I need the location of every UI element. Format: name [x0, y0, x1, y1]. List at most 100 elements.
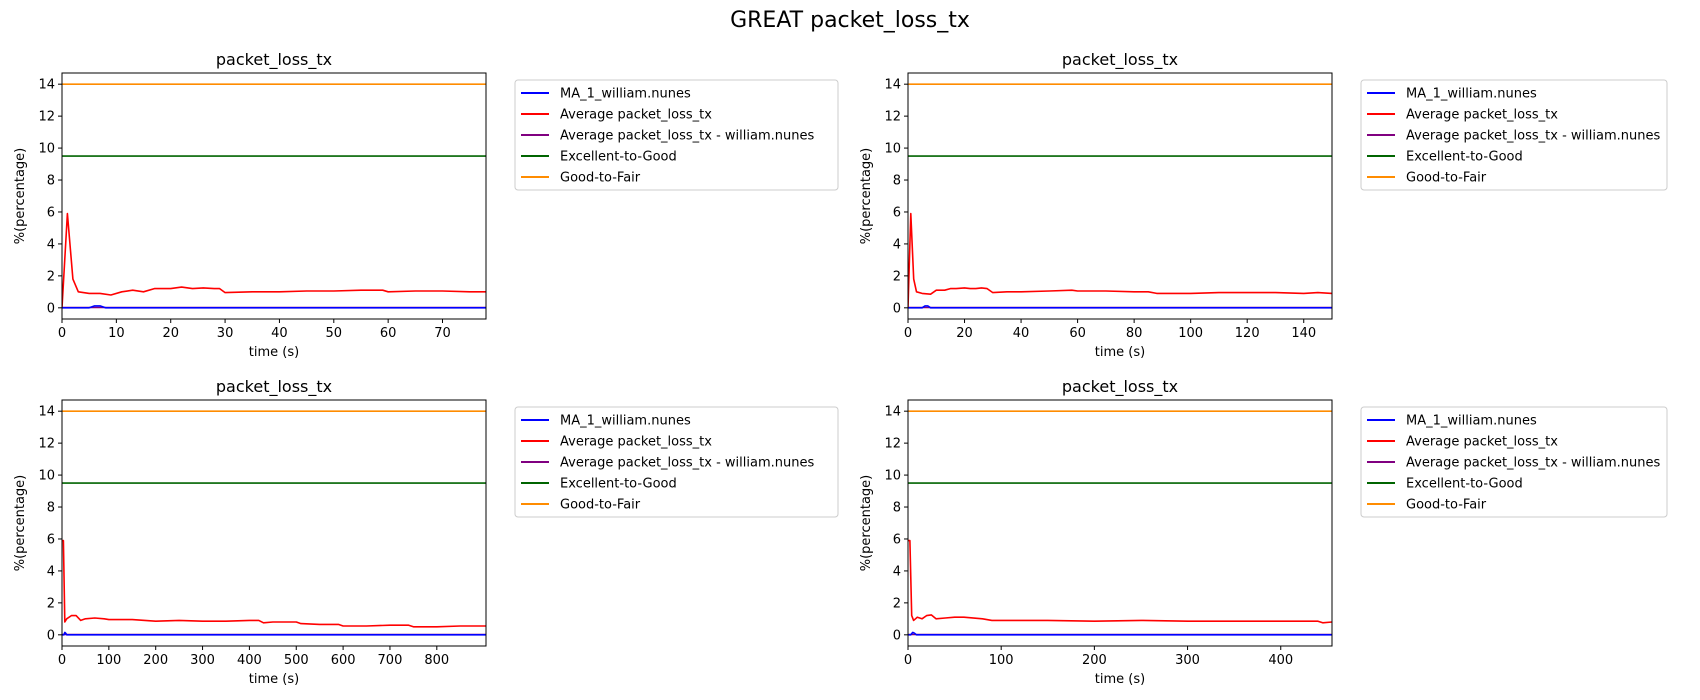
x-tick-label: 60	[1069, 326, 1086, 341]
x-tick-label: 0	[904, 326, 912, 341]
y-tick-label: 8	[893, 501, 901, 516]
legend-box	[514, 406, 839, 518]
legend-label: Good-to-Fair	[1406, 171, 1487, 186]
legend-label: Good-to-Fair	[560, 171, 641, 186]
x-tick-label: 0	[904, 653, 912, 668]
series-line-ma-1-william-nunes	[62, 631, 486, 636]
x-tick-label: 10	[108, 326, 125, 341]
x-tick-label: 500	[284, 653, 309, 668]
y-tick-label: 10	[38, 469, 55, 484]
legend-label: MA_1_william.nunes	[1406, 87, 1537, 102]
series-line-ma-1-william-nunes	[908, 305, 1332, 309]
subplot-title: packet_loss_tx	[216, 377, 332, 397]
legend: MA_1_william.nunes Average packet_loss_tx…	[1360, 406, 1668, 518]
plot-area	[62, 400, 486, 646]
legend-label: MA_1_william.nunes	[560, 414, 691, 429]
y-tick-label: 10	[38, 142, 55, 157]
series-line-ma-1-william-nunes	[908, 631, 1332, 636]
legend-label: Good-to-Fair	[560, 498, 641, 513]
axes-frame	[907, 72, 1333, 320]
legend-label: MA_1_william.nunes	[560, 87, 691, 102]
y-tick-label: 8	[893, 174, 901, 189]
legend: MA_1_william.nunes Average packet_loss_tx…	[1360, 79, 1668, 191]
chart-panel: 0 20 40 60 80 100 120 140 0 2 4 6 8 10 12 14 packet_loss…	[859, 50, 1668, 360]
legend-box	[1360, 406, 1668, 518]
y-tick-label: 10	[884, 469, 901, 484]
y-tick-label: 6	[893, 532, 901, 547]
axes-frame	[61, 399, 487, 647]
axes-frame	[61, 72, 487, 320]
y-tick-label: 8	[47, 174, 55, 189]
y-tick-label: 8	[47, 501, 55, 516]
x-tick-label: 0	[58, 653, 66, 668]
plot-area	[62, 73, 486, 319]
x-tick-label: 20	[956, 326, 973, 341]
x-tick-label: 120	[1235, 326, 1260, 341]
x-tick-label: 50	[326, 326, 343, 341]
y-tick-label: 0	[47, 301, 55, 316]
legend-label: Average packet_loss_tx - william.nunes	[1406, 129, 1660, 144]
x-tick-label: 100	[989, 653, 1014, 668]
y-tick-label: 2	[893, 269, 901, 284]
legend-label: Excellent-to-Good	[560, 150, 677, 165]
y-tick-label: 12	[38, 437, 55, 452]
y-axis-label: %(percentage)	[859, 475, 874, 572]
legend-label: Average packet_loss_tx	[560, 435, 712, 450]
x-tick-label: 600	[331, 653, 356, 668]
chart-panel: 0 100 200 300 400 500 600 700 800 0 2 4 6 8 10 12 14 pack…	[13, 377, 839, 687]
y-tick-label: 4	[47, 564, 55, 579]
y-tick-label: 2	[47, 596, 55, 611]
x-tick-label: 100	[1178, 326, 1203, 341]
y-tick-label: 2	[47, 269, 55, 284]
x-tick-label: 200	[143, 653, 168, 668]
legend-box	[514, 79, 839, 191]
axes-frame	[907, 399, 1333, 647]
y-axis-label: %(percentage)	[13, 475, 28, 572]
x-tick-label: 30	[217, 326, 234, 341]
y-tick-label: 4	[47, 237, 55, 252]
legend-label: Average packet_loss_tx - william.nunes	[560, 456, 814, 471]
y-axis-label: %(percentage)	[859, 148, 874, 245]
y-tick-label: 4	[893, 237, 901, 252]
subplot-title: packet_loss_tx	[216, 50, 332, 70]
figure-title: GREAT packet_loss_tx	[730, 8, 970, 33]
x-tick-label: 40	[1013, 326, 1030, 341]
chart-panel: 0 100 200 300 400 0 2 4 6 8 10 12 14 packet_loss_txti…	[859, 377, 1668, 687]
x-tick-label: 100	[96, 653, 121, 668]
y-tick-label: 10	[884, 142, 901, 157]
legend-label: Average packet_loss_tx	[1406, 435, 1558, 450]
legend: MA_1_william.nunes Average packet_loss_tx…	[514, 79, 839, 191]
legend-label: Excellent-to-Good	[1406, 477, 1523, 492]
x-tick-label: 60	[380, 326, 397, 341]
plot-area	[908, 73, 1332, 319]
y-tick-label: 14	[38, 405, 55, 420]
legend-label: Average packet_loss_tx	[1406, 108, 1558, 123]
y-tick-label: 0	[47, 628, 55, 643]
legend-label: Average packet_loss_tx	[560, 108, 712, 123]
x-tick-label: 400	[1268, 653, 1293, 668]
y-tick-label: 0	[893, 628, 901, 643]
y-tick-label: 14	[884, 78, 901, 93]
y-tick-label: 2	[893, 596, 901, 611]
y-tick-label: 4	[893, 564, 901, 579]
legend-label: Average packet_loss_tx - william.nunes	[1406, 456, 1660, 471]
plot-area	[908, 400, 1332, 646]
y-tick-label: 14	[38, 78, 55, 93]
y-tick-label: 0	[893, 301, 901, 316]
subplot-title: packet_loss_tx	[1062, 377, 1178, 397]
series-line-ma-1-william-nunes	[62, 305, 486, 309]
x-axis-label: time (s)	[249, 672, 299, 687]
x-tick-label: 140	[1291, 326, 1316, 341]
y-tick-label: 6	[893, 205, 901, 220]
series-line-average-packet-loss-tx	[62, 539, 486, 628]
y-tick-label: 12	[884, 437, 901, 452]
legend: MA_1_william.nunes Average packet_loss_tx…	[514, 406, 839, 518]
y-tick-label: 12	[38, 110, 55, 125]
series-line-average-packet-loss-tx	[908, 212, 1332, 308]
x-tick-label: 700	[378, 653, 403, 668]
legend-label: MA_1_william.nunes	[1406, 414, 1537, 429]
legend-label: Excellent-to-Good	[560, 477, 677, 492]
x-tick-label: 400	[237, 653, 262, 668]
x-tick-label: 70	[434, 326, 451, 341]
